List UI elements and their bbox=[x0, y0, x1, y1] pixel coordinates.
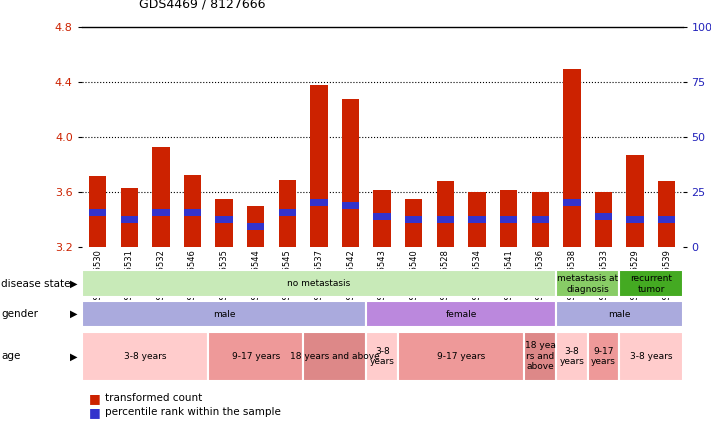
Text: 9-17 years: 9-17 years bbox=[437, 352, 486, 361]
Text: 9-17 years: 9-17 years bbox=[232, 352, 280, 361]
Bar bbox=[532, 192, 549, 247]
Bar bbox=[215, 216, 232, 223]
Bar bbox=[556, 301, 683, 327]
Text: disease state: disease state bbox=[1, 279, 71, 289]
Text: male: male bbox=[608, 310, 631, 319]
Text: ▶: ▶ bbox=[70, 279, 77, 289]
Bar bbox=[247, 206, 264, 247]
Bar bbox=[469, 192, 486, 247]
Bar bbox=[595, 192, 612, 247]
Text: no metastasis: no metastasis bbox=[287, 279, 351, 288]
Bar bbox=[658, 181, 675, 247]
Bar bbox=[437, 216, 454, 223]
Bar bbox=[247, 223, 264, 230]
Text: percentile rank within the sample: percentile rank within the sample bbox=[105, 407, 280, 418]
Bar bbox=[619, 270, 683, 297]
Bar bbox=[215, 199, 232, 247]
Bar bbox=[405, 199, 422, 247]
Bar bbox=[500, 190, 518, 247]
Bar bbox=[588, 332, 619, 381]
Bar bbox=[469, 216, 486, 223]
Text: 3-8
years: 3-8 years bbox=[560, 347, 584, 366]
Bar bbox=[500, 216, 518, 223]
Bar bbox=[120, 188, 138, 247]
Bar bbox=[366, 301, 556, 327]
Bar bbox=[310, 85, 328, 247]
Text: recurrent
tumor: recurrent tumor bbox=[630, 274, 672, 294]
Bar bbox=[366, 332, 398, 381]
Bar bbox=[310, 199, 328, 206]
Bar bbox=[120, 216, 138, 223]
Bar bbox=[82, 301, 366, 327]
Text: metastasis at
diagnosis: metastasis at diagnosis bbox=[557, 274, 619, 294]
Bar bbox=[303, 332, 366, 381]
Bar bbox=[595, 213, 612, 220]
Text: 18 yea
rs and
above: 18 yea rs and above bbox=[525, 341, 556, 371]
Text: GDS4469 / 8127666: GDS4469 / 8127666 bbox=[139, 0, 265, 11]
Text: 3-8 years: 3-8 years bbox=[124, 352, 166, 361]
Text: transformed count: transformed count bbox=[105, 393, 202, 404]
Bar bbox=[626, 155, 644, 247]
Bar bbox=[208, 332, 303, 381]
Bar bbox=[82, 270, 556, 297]
Bar bbox=[279, 209, 296, 216]
Bar bbox=[279, 180, 296, 247]
Text: gender: gender bbox=[1, 309, 38, 319]
Text: male: male bbox=[213, 310, 235, 319]
Bar bbox=[183, 209, 201, 216]
Text: female: female bbox=[446, 310, 477, 319]
Bar bbox=[525, 332, 556, 381]
Bar bbox=[532, 216, 549, 223]
Bar bbox=[405, 216, 422, 223]
Text: ■: ■ bbox=[89, 392, 101, 405]
Text: 18 years and above: 18 years and above bbox=[290, 352, 380, 361]
Bar bbox=[373, 213, 391, 220]
Bar bbox=[658, 216, 675, 223]
Bar bbox=[89, 209, 106, 216]
Bar bbox=[183, 175, 201, 247]
Bar bbox=[563, 69, 581, 247]
Bar bbox=[556, 332, 588, 381]
Text: 3-8
years: 3-8 years bbox=[370, 347, 395, 366]
Bar bbox=[619, 332, 683, 381]
Text: ▶: ▶ bbox=[70, 309, 77, 319]
Text: 9-17
years: 9-17 years bbox=[591, 347, 616, 366]
Bar bbox=[89, 176, 106, 247]
Bar bbox=[152, 209, 169, 216]
Bar bbox=[373, 190, 391, 247]
Text: age: age bbox=[1, 352, 21, 361]
Bar bbox=[556, 270, 619, 297]
Bar bbox=[152, 147, 169, 247]
Bar bbox=[82, 332, 208, 381]
Text: ■: ■ bbox=[89, 406, 101, 419]
Text: 3-8 years: 3-8 years bbox=[630, 352, 672, 361]
Bar bbox=[398, 332, 525, 381]
Bar bbox=[626, 216, 644, 223]
Text: ▶: ▶ bbox=[70, 352, 77, 361]
Bar bbox=[342, 202, 359, 209]
Bar bbox=[563, 199, 581, 206]
Bar bbox=[437, 181, 454, 247]
Bar bbox=[342, 99, 359, 247]
